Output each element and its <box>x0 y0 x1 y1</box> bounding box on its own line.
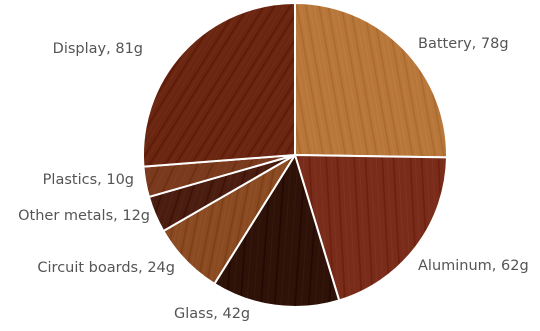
pie-slice-battery <box>294 2 448 159</box>
slice-label-battery: Battery, 78g <box>418 36 509 52</box>
slice-label-circuit-boards: Circuit boards, 24g <box>37 260 175 276</box>
slice-label-other-metals: Other metals, 12g <box>18 208 150 224</box>
slices-layer <box>142 2 448 308</box>
pie-slice-glass <box>213 154 341 308</box>
pie-slice-aluminum <box>294 154 448 302</box>
slice-label-glass: Glass, 42g <box>174 306 250 322</box>
slice-label-aluminum: Aluminum, 62g <box>418 258 529 274</box>
slice-label-display: Display, 81g <box>53 41 143 57</box>
slice-label-plastics: Plastics, 10g <box>43 172 134 188</box>
labels-layer: Battery, 78g Aluminum, 62g Glass, 42g Circu… <box>18 36 529 322</box>
pie-slice-display <box>142 2 296 168</box>
